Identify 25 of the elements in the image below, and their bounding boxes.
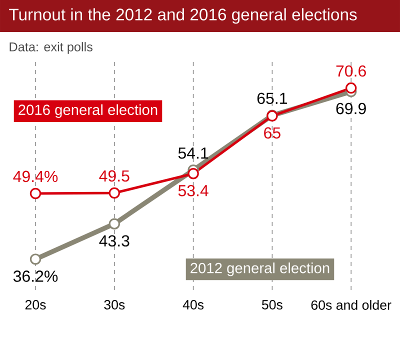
data-label: 65 [264, 127, 280, 139]
x-tick-label: 20s [25, 300, 46, 310]
point [30, 254, 42, 265]
x-tick-label: 60s and older [311, 300, 392, 310]
point [345, 82, 357, 94]
text: 2016 general election [18, 104, 158, 118]
data-label: 65.1 [257, 92, 287, 104]
data-label: 70.6 [336, 65, 366, 77]
point [108, 187, 120, 199]
data-label: 54.1 [178, 148, 208, 159]
text: 2012 general election [190, 262, 330, 276]
x-tick-label: 40s [182, 300, 204, 310]
point [188, 168, 199, 180]
data-label: 69.9 [336, 102, 366, 114]
data-label: 36.2% [13, 270, 58, 282]
data-label: 43.3 [99, 235, 130, 247]
point [108, 218, 120, 230]
chart-title: Turnout in the 2012 and 2016 general elections [9, 8, 357, 24]
chart-subtitle: Data: exit polls [10, 42, 92, 54]
point [30, 188, 42, 200]
data-label: 49.4% [13, 170, 58, 182]
data-label: 49.5 [99, 170, 130, 182]
x-tick-label: 50s [262, 300, 282, 310]
x-tick-label: 30s [104, 300, 125, 310]
data-label: 53.4 [178, 184, 208, 196]
